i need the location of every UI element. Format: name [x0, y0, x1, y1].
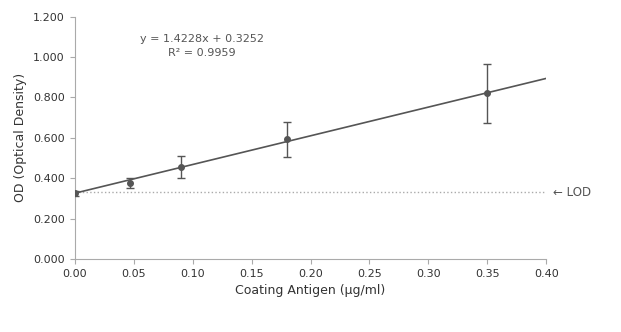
Y-axis label: OD (Optical Density): OD (Optical Density) [14, 73, 27, 202]
X-axis label: Coating Antigen (μg/ml): Coating Antigen (μg/ml) [235, 284, 386, 297]
Text: y = 1.4228x + 0.3252
R² = 0.9959: y = 1.4228x + 0.3252 R² = 0.9959 [140, 34, 264, 58]
Text: ← LOD: ← LOD [553, 186, 592, 199]
